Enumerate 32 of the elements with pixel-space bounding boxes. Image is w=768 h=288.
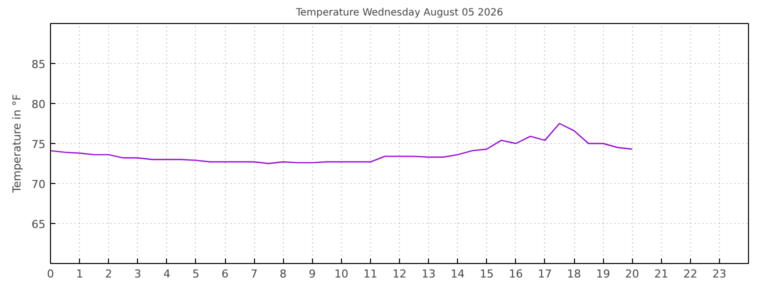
x-tick-label: 21 <box>654 268 668 280</box>
x-tick-label: 10 <box>334 268 348 280</box>
x-tick-label: 3 <box>134 268 142 280</box>
y-tick-label: 70 <box>32 178 46 191</box>
x-tick-label: 1 <box>76 268 84 280</box>
x-tick-label: 14 <box>450 268 465 280</box>
y-tick-label: 75 <box>32 138 46 151</box>
line-series <box>50 122 633 164</box>
x-tick-label: 6 <box>222 268 228 280</box>
x-tick-label: 19 <box>596 268 610 280</box>
x-tick-label: 18 <box>567 268 581 280</box>
x-tick-label: 13 <box>422 268 436 280</box>
y-tick-label: 85 <box>32 58 46 71</box>
x-tick-label: 2 <box>105 268 112 280</box>
x-tick-label: 23 <box>712 268 726 280</box>
y-axis-title: Temperature in °F <box>10 94 24 194</box>
y-tick-label: 65 <box>32 218 46 231</box>
x-tick-label: 0 <box>47 268 54 280</box>
y-tick-label: 80 <box>32 98 46 111</box>
x-tick-label: 11 <box>363 268 378 280</box>
x-tick-label: 20 <box>625 268 640 280</box>
x-tick-label: 7 <box>250 268 258 280</box>
x-tick-label: 12 <box>392 268 406 280</box>
x-tick-label: 4 <box>163 268 170 280</box>
x-tick-label: 16 <box>508 268 523 280</box>
x-tick-label: 15 <box>480 268 494 280</box>
x-tick-label: 9 <box>308 268 316 280</box>
x-tick-label: 17 <box>538 268 552 280</box>
x-tick-label: 22 <box>683 268 698 280</box>
x-tick-label: 5 <box>192 268 200 280</box>
chart-title: Temperature Wednesday August 05 2026 <box>294 8 504 18</box>
x-tick-label: 8 <box>280 268 287 280</box>
